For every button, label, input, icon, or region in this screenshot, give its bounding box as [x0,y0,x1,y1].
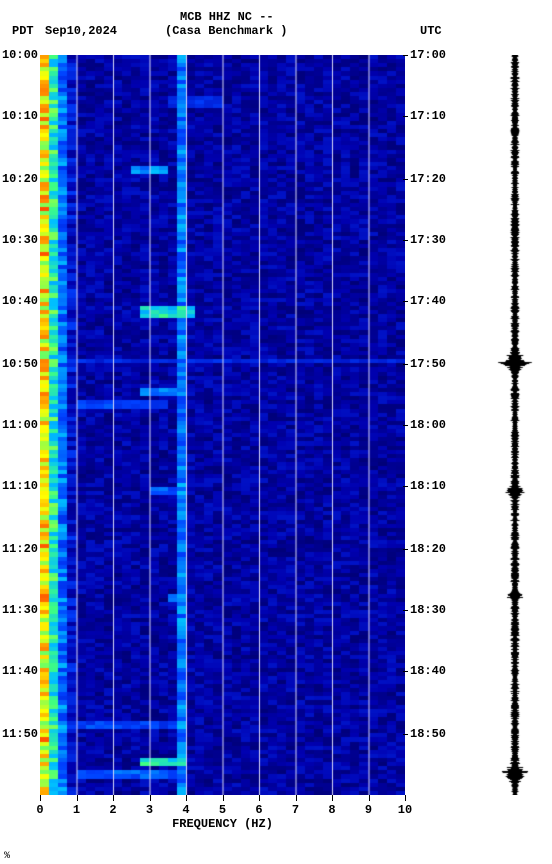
x-axis: FREQUENCY (HZ) 012345678910 [40,795,405,845]
pdt-label: PDT [12,24,34,38]
y-left-tick: 10:30 [0,233,38,247]
x-tick-label: 8 [328,803,335,817]
y-right-tick: 17:20 [410,172,455,186]
y-right-tick: 18:00 [410,418,455,432]
y-right-tick: 18:20 [410,542,455,556]
y-right-tick: 17:40 [410,294,455,308]
utc-label: UTC [420,24,442,38]
y-right-tick: 18:50 [410,727,455,741]
y-left-tick: 10:40 [0,294,38,308]
y-left-tick: 11:00 [0,418,38,432]
y-right-tick: 18:10 [410,479,455,493]
y-right-tick: 17:30 [410,233,455,247]
x-tick-label: 1 [73,803,80,817]
x-tick-label: 5 [219,803,226,817]
x-tick-label: 3 [146,803,153,817]
x-tick-label: 9 [365,803,372,817]
station-code: MCB HHZ NC -- [180,10,274,24]
y-left-tick: 11:50 [0,727,38,741]
y-left-tick: 10:00 [0,48,38,62]
x-tick-label: 10 [398,803,412,817]
y-left-tick: 10:50 [0,357,38,371]
y-left-tick: 11:20 [0,542,38,556]
chart-header: MCB HHZ NC -- PDT Sep10,2024 (Casa Bench… [0,10,552,50]
x-tick-label: 2 [109,803,116,817]
x-axis-title: FREQUENCY (HZ) [40,817,405,831]
y-left-tick: 10:10 [0,109,38,123]
y-right-tick: 17:50 [410,357,455,371]
y-left-tick: 11:10 [0,479,38,493]
y-right-tick: 18:40 [410,664,455,678]
x-tick-label: 4 [182,803,189,817]
y-left-tick: 10:20 [0,172,38,186]
date-label: Sep10,2024 [45,24,117,38]
y-left-tick: 11:30 [0,603,38,617]
footer-mark: % [4,851,10,862]
y-right-tick: 18:30 [410,603,455,617]
y-axis-right: 17:0017:1017:2017:3017:4017:5018:0018:10… [410,55,455,795]
waveform-panel [495,55,535,795]
spectrogram-plot [40,55,405,795]
waveform-canvas [495,55,535,795]
y-left-tick: 11:40 [0,664,38,678]
location-name: (Casa Benchmark ) [165,24,287,38]
spectrogram-canvas [40,55,405,795]
y-right-tick: 17:10 [410,109,455,123]
x-tick-label: 6 [255,803,262,817]
x-tick-label: 0 [36,803,43,817]
y-right-tick: 17:00 [410,48,455,62]
y-axis-left: 10:0010:1010:2010:3010:4010:5011:0011:10… [0,55,38,795]
x-tick-label: 7 [292,803,299,817]
